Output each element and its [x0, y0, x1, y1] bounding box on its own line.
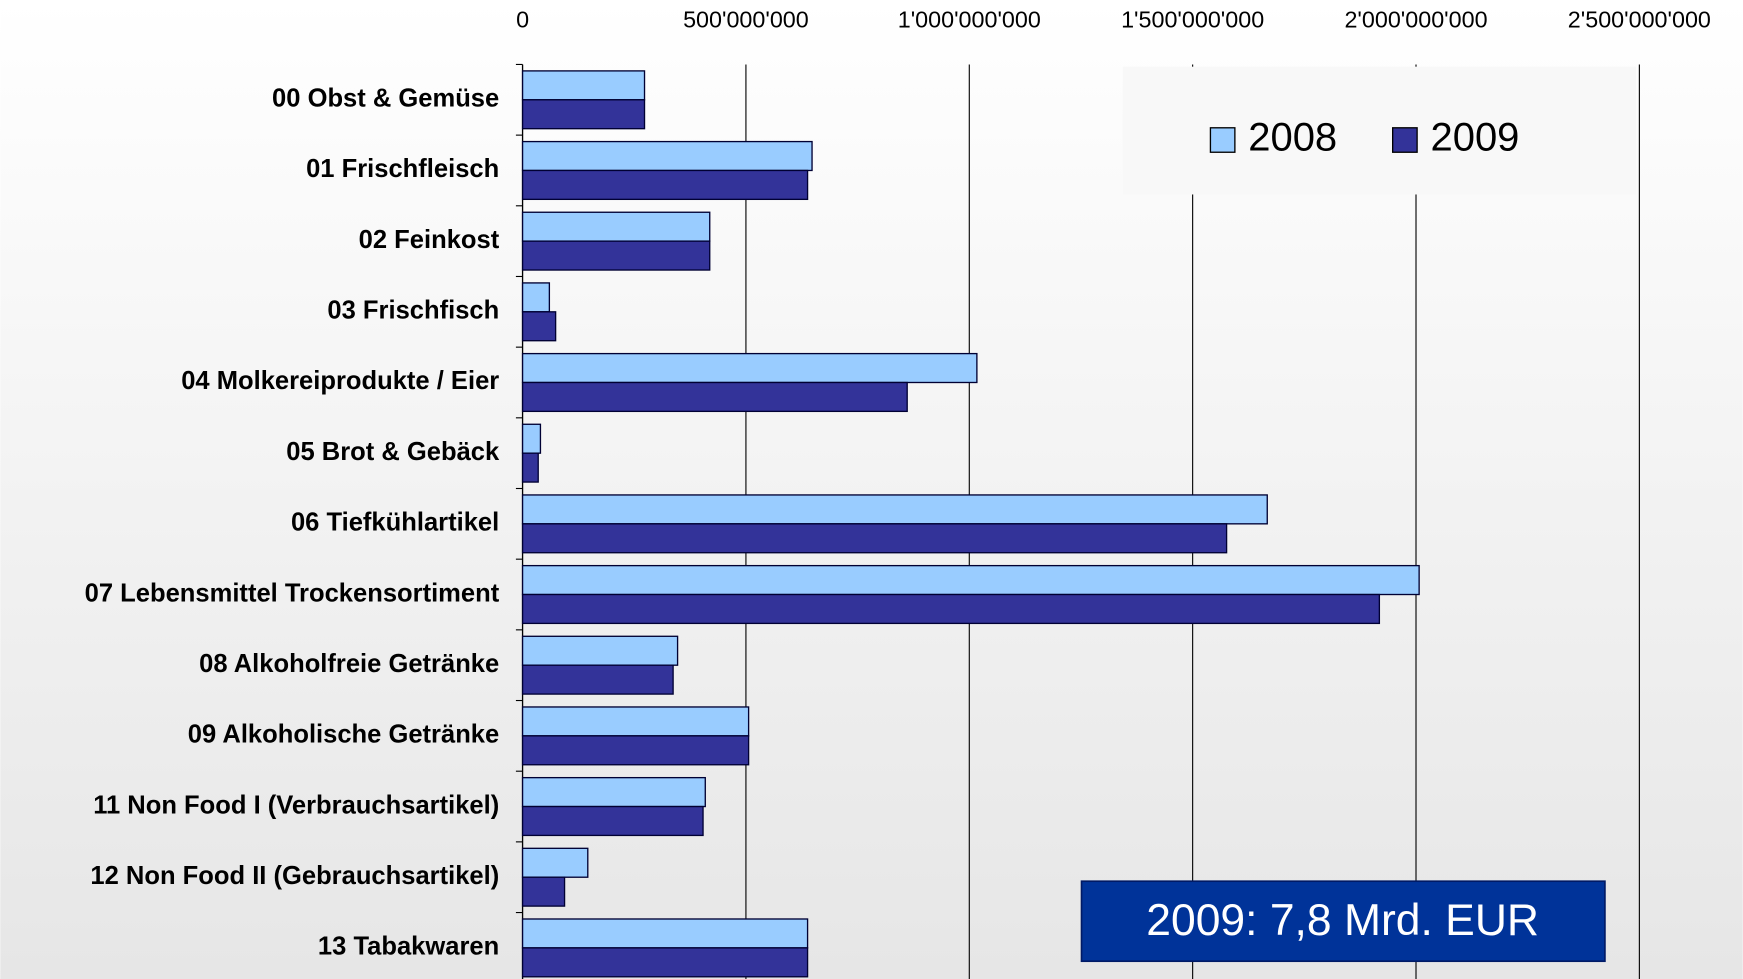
bar: [521, 494, 1268, 525]
bar: [521, 282, 551, 313]
bar: [521, 947, 809, 978]
bar: [521, 70, 646, 101]
bar: [521, 776, 706, 808]
labels: 0 500'000'000 1'000'000'000 1'500'000'000 2'…: [85, 6, 1711, 960]
x-tick-label: 2'500'000'000: [1568, 6, 1711, 32]
bar: [521, 635, 679, 666]
y-tick-label: 06 Tiefkühlartikel: [291, 509, 499, 537]
bar: [521, 735, 750, 766]
bar: [521, 918, 809, 949]
x-tick-label: 1'500'000'000: [1121, 6, 1264, 32]
legend-swatch: [1209, 127, 1236, 153]
x-tick-label: 0: [516, 6, 529, 32]
bar: [521, 423, 542, 454]
legend-label: 2008: [1248, 116, 1337, 160]
bars: [521, 70, 1420, 978]
bar: [521, 564, 1420, 596]
y-tick-label: 02 Feinkost: [359, 226, 500, 254]
legend: 2008 2009: [1122, 66, 1637, 195]
annotation: 2009: 7,8 Mrd. EUR: [1080, 880, 1606, 963]
bar: [521, 523, 1228, 554]
y-tick-label: 09 Alkoholische Getränke: [188, 721, 499, 749]
y-tick-label: 03 Frischfisch: [327, 297, 499, 325]
bar: [521, 140, 813, 172]
annotation-box: [1080, 880, 1606, 963]
bar: [521, 706, 750, 737]
x-tick-label: 500'000'000: [683, 6, 809, 32]
legend-label: 2009: [1430, 116, 1519, 160]
bar: [521, 593, 1381, 625]
bar: [521, 211, 711, 242]
y-tick-label: 04 Molkereiprodukte / Eier: [181, 367, 499, 395]
bar: [521, 169, 809, 201]
y-tick-label: 01 Frischfleisch: [306, 155, 499, 183]
annotation-text: 2009: 7,8 Mrd. EUR: [1146, 896, 1539, 945]
x-tick-label: 2'000'000'000: [1344, 6, 1487, 32]
bar: [521, 452, 539, 483]
y-tick-label: 05 Brot & Gebäck: [286, 438, 500, 466]
legend-box: [1122, 66, 1637, 195]
bar: [521, 805, 704, 837]
y-tick-label: 12 Non Food II (Gebrauchsartikel): [90, 862, 499, 890]
bar: [521, 352, 978, 384]
y-tick-label: 08 Alkoholfreie Getränke: [199, 650, 499, 678]
bar: [521, 876, 566, 907]
y-tick-label: 13 Tabakwaren: [318, 933, 499, 961]
bar: [521, 381, 908, 413]
bar: [521, 240, 711, 271]
bar: [521, 664, 674, 695]
x-tick-label: 1'000'000'000: [898, 6, 1041, 32]
bar: [521, 847, 589, 878]
bar: [521, 99, 646, 130]
bar: [521, 311, 557, 342]
y-tick-label: 00 Obst & Gemüse: [272, 85, 499, 113]
y-tick-label: 11 Non Food I (Verbrauchsartikel): [93, 791, 499, 819]
legend-swatch: [1392, 127, 1418, 153]
y-tick-label: 07 Lebensmittel Trockensortiment: [85, 579, 500, 607]
